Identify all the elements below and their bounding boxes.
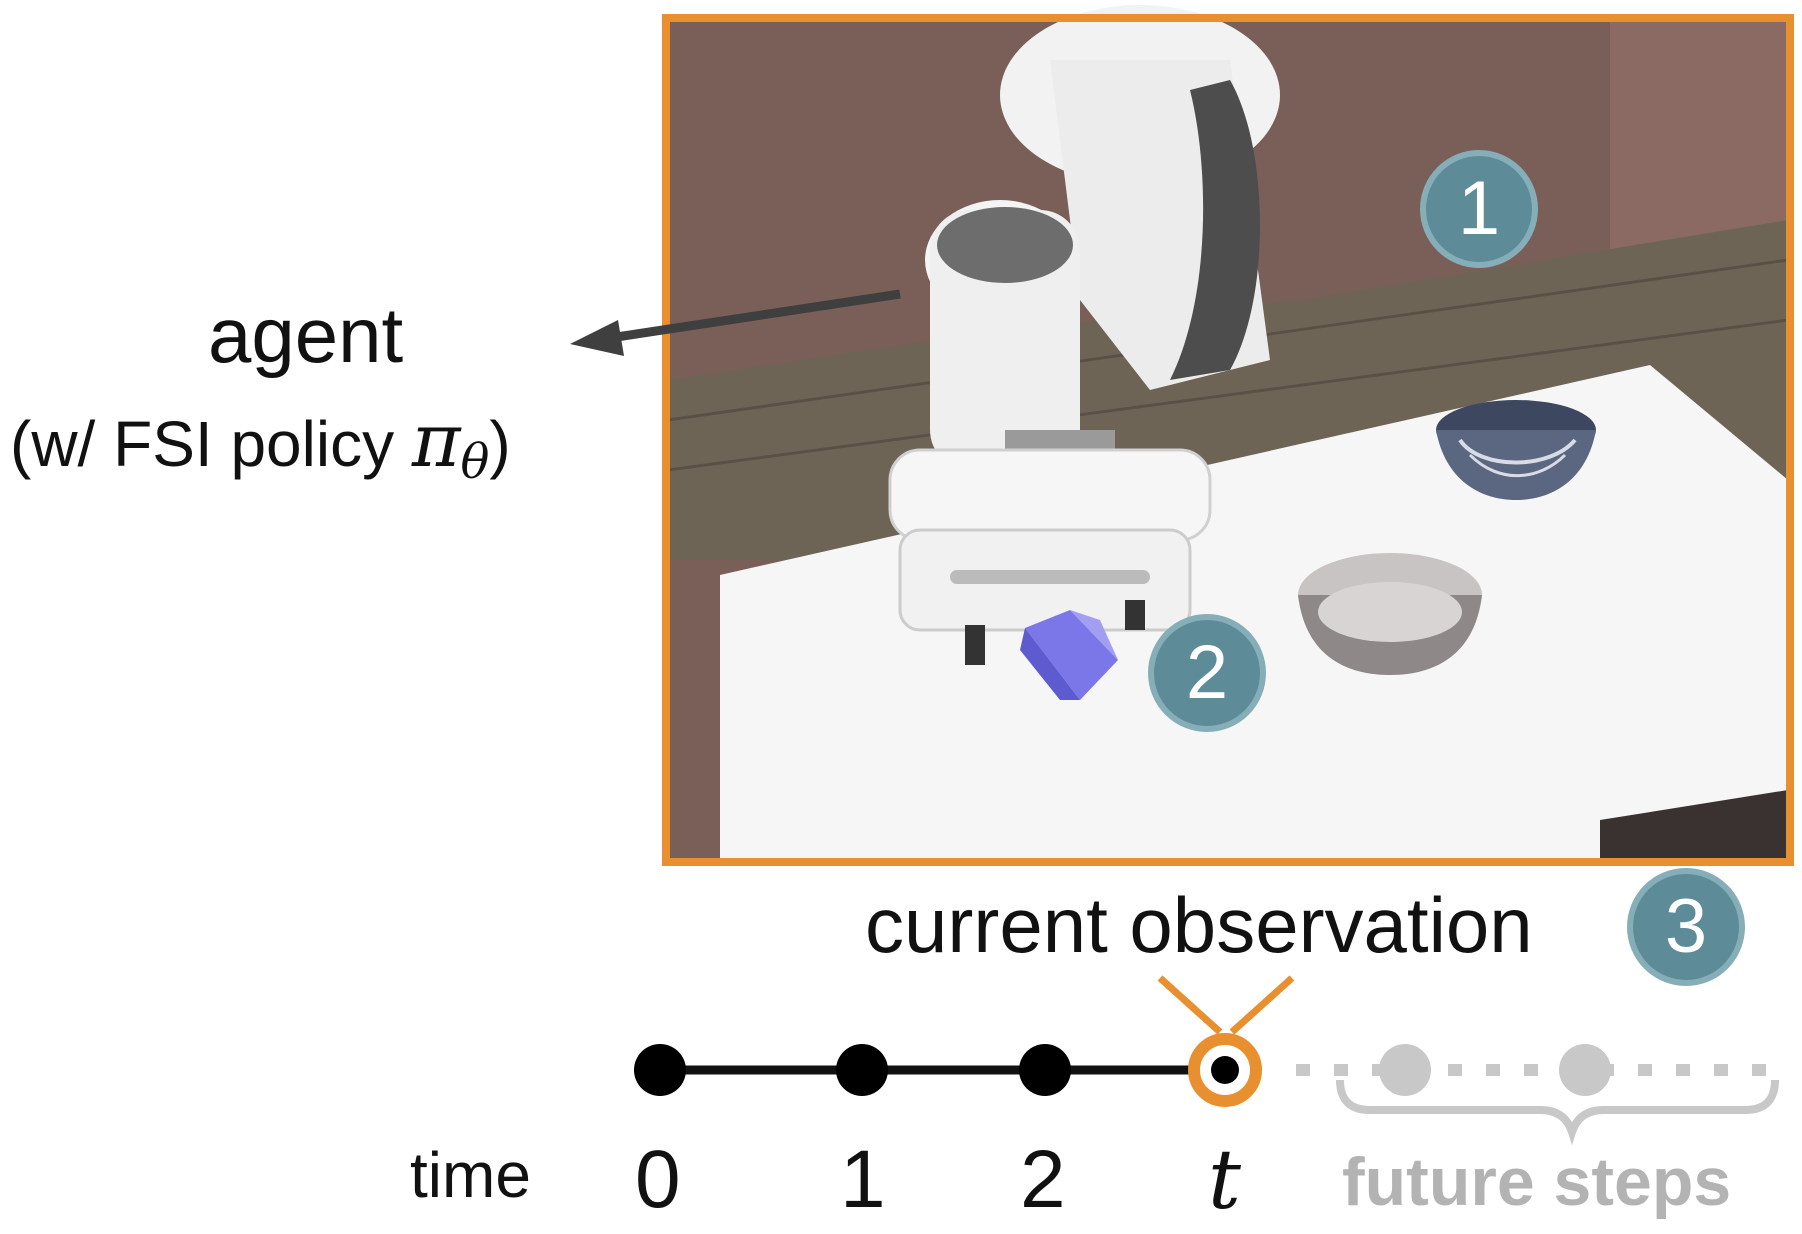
agent-policy-suffix: ) [489,408,511,480]
policy-pi: π [411,398,461,484]
purple-cube [1020,610,1118,700]
agent-policy-label: (w/ FSI policy πθ) [10,398,511,490]
observation-connector-right [1229,975,1295,1035]
future-brace [1336,1079,1779,1146]
timeline-node-1 [836,1044,888,1096]
policy-theta: θ [460,434,490,490]
gray-bowl [1298,553,1482,675]
badge-2: 2 [1148,614,1266,732]
observation-frame [662,14,1794,866]
time-tick-0: 0 [635,1134,681,1225]
time-tick-2: 2 [1020,1134,1066,1225]
robot-arm [888,5,1280,665]
timeline-node-t-center [1211,1056,1239,1084]
badge-1: 1 [1420,150,1538,268]
observation-image [667,5,1789,860]
observation-label: current observation [865,881,1533,969]
agent-arrowhead [570,320,624,356]
agent-arrow [609,289,901,343]
timeline-node-0 [634,1044,686,1096]
time-tick-t: t [1208,1133,1241,1228]
future-node-1 [1379,1044,1431,1096]
agent-label: agent [208,291,404,379]
agent-policy-prefix: (w/ FSI policy [10,408,412,480]
patterned-bowl [1436,400,1596,500]
badge-3: 3 [1627,868,1745,986]
future-steps-label: future steps [1342,1144,1732,1220]
time-axis-label: time [410,1139,531,1211]
future-node-2 [1559,1044,1611,1096]
time-tick-1: 1 [840,1134,886,1225]
policy-symbol: πθ [411,398,490,490]
timeline-node-2 [1019,1044,1071,1096]
observation-connector-left [1157,975,1223,1035]
